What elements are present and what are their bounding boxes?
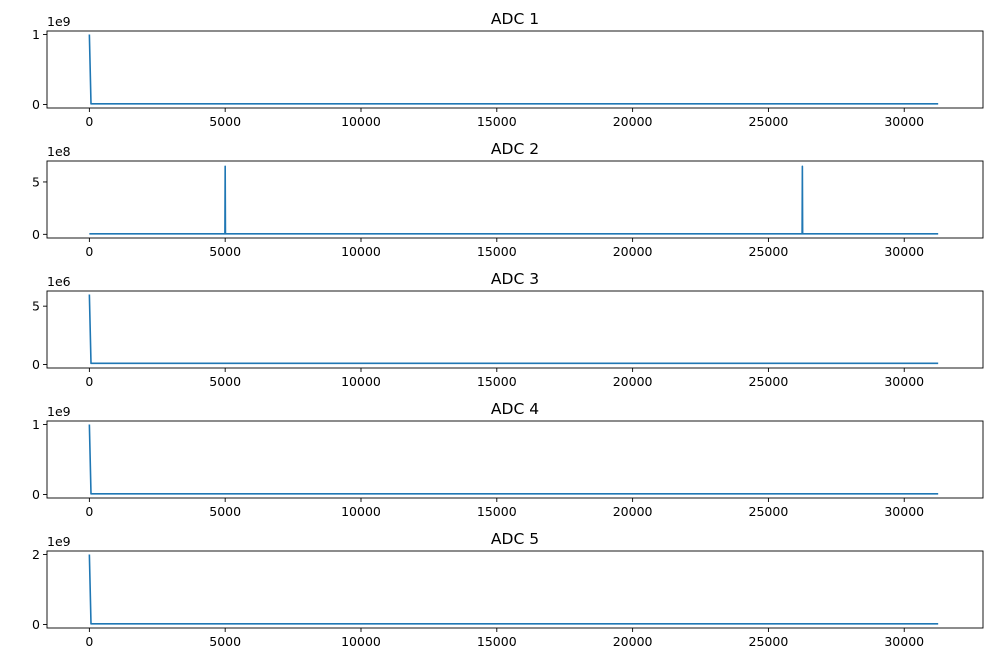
x-tick-label: 25000 [749, 244, 789, 259]
x-tick-label: 20000 [613, 634, 653, 649]
x-tick-label: 0 [85, 504, 93, 519]
x-tick-label: 15000 [477, 634, 517, 649]
subplot-title: ADC 3 [491, 270, 539, 288]
x-tick-label: 10000 [341, 114, 381, 129]
subplot-title: ADC 5 [491, 530, 539, 548]
x-tick-label: 25000 [749, 634, 789, 649]
x-tick-label: 10000 [341, 244, 381, 259]
y-exponent-label: 1e6 [47, 274, 71, 289]
x-tick-label: 25000 [749, 374, 789, 389]
x-tick-label: 10000 [341, 634, 381, 649]
x-tick-label: 30000 [884, 634, 924, 649]
x-tick-label: 10000 [341, 504, 381, 519]
y-exponent-label: 1e9 [47, 534, 71, 549]
x-tick-label: 0 [85, 634, 93, 649]
x-tick-label: 0 [85, 244, 93, 259]
x-tick-label: 30000 [884, 114, 924, 129]
y-tick-label: 1 [32, 417, 40, 432]
y-tick-label: 0 [32, 617, 40, 632]
x-tick-label: 5000 [209, 114, 241, 129]
x-tick-label: 0 [85, 374, 93, 389]
x-tick-label: 20000 [613, 374, 653, 389]
x-tick-label: 5000 [209, 504, 241, 519]
x-tick-label: 5000 [209, 244, 241, 259]
y-tick-label: 0 [32, 487, 40, 502]
y-exponent-label: 1e9 [47, 404, 71, 419]
x-tick-label: 5000 [209, 634, 241, 649]
x-tick-label: 30000 [884, 504, 924, 519]
x-tick-label: 15000 [477, 114, 517, 129]
x-tick-label: 30000 [884, 374, 924, 389]
x-tick-label: 15000 [477, 374, 517, 389]
x-tick-label: 25000 [749, 114, 789, 129]
x-tick-label: 15000 [477, 244, 517, 259]
x-tick-label: 0 [85, 114, 93, 129]
y-tick-label: 0 [32, 357, 40, 372]
subplot-title: ADC 1 [491, 10, 539, 28]
x-tick-label: 10000 [341, 374, 381, 389]
x-tick-label: 20000 [613, 504, 653, 519]
subplot-title: ADC 4 [491, 400, 539, 418]
y-tick-label: 1 [32, 27, 40, 42]
y-exponent-label: 1e8 [47, 144, 71, 159]
y-tick-label: 5 [32, 299, 40, 314]
x-tick-label: 30000 [884, 244, 924, 259]
x-tick-label: 15000 [477, 504, 517, 519]
subplot-title: ADC 2 [491, 140, 539, 158]
y-tick-label: 0 [32, 227, 40, 242]
x-tick-label: 20000 [613, 114, 653, 129]
x-tick-label: 20000 [613, 244, 653, 259]
x-tick-label: 5000 [209, 374, 241, 389]
y-exponent-label: 1e9 [47, 14, 71, 29]
y-tick-label: 0 [32, 97, 40, 112]
y-tick-label: 5 [32, 174, 40, 189]
x-tick-label: 25000 [749, 504, 789, 519]
y-tick-label: 2 [32, 547, 40, 562]
